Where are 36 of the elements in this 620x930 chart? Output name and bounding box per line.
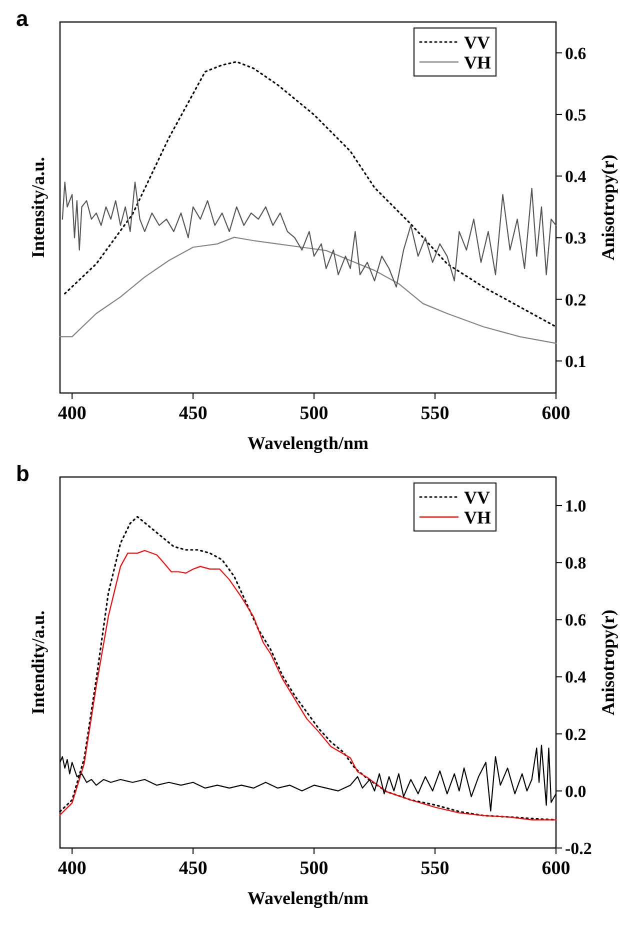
y2-tick-label: 1.0 bbox=[565, 496, 586, 516]
x-tick-label: 500 bbox=[300, 403, 328, 424]
y-axis-title: Intensity/a.u. bbox=[28, 156, 48, 258]
x-tick-label: 600 bbox=[542, 858, 570, 879]
x-tick-label: 600 bbox=[542, 403, 570, 424]
y2-tick-label: 0.4 bbox=[565, 668, 587, 687]
x-tick-label: 400 bbox=[58, 858, 86, 879]
y2-tick-label: 0.6 bbox=[565, 44, 586, 63]
x-axis-title: Wavelength/nm bbox=[247, 888, 369, 908]
y2-tick-label: 0.3 bbox=[565, 228, 586, 248]
y2-tick-label: 0.8 bbox=[565, 554, 586, 573]
y2-tick-label: -0.2 bbox=[565, 838, 592, 858]
y2-tick-label: 0.1 bbox=[565, 352, 586, 371]
legend-label: VV bbox=[464, 32, 490, 52]
y2-tick-label: 0.6 bbox=[565, 610, 586, 630]
x-axis-title: Wavelength/nm bbox=[247, 433, 369, 453]
x-tick-label: 550 bbox=[420, 403, 450, 424]
y-axis-title: Intendity/a.u. bbox=[28, 610, 48, 715]
chart-title: b bbox=[16, 461, 30, 486]
y2-tick-label: 0.0 bbox=[565, 782, 586, 801]
line-series bbox=[62, 182, 557, 288]
legend-label: VH bbox=[464, 507, 491, 528]
y2-tick-label: 0.5 bbox=[565, 105, 586, 124]
legend-label: VH bbox=[464, 52, 491, 72]
x-tick-label: 500 bbox=[300, 858, 328, 879]
y2-axis-title: Anisotropy(r) bbox=[598, 610, 618, 716]
x-tick-label: 450 bbox=[178, 858, 208, 879]
legend-label: VV bbox=[464, 487, 490, 508]
chart-title: a bbox=[16, 6, 29, 31]
y2-axis-title: Anisotropy(r) bbox=[598, 154, 618, 260]
y2-tick-label: 0.2 bbox=[565, 290, 586, 310]
x-tick-label: 550 bbox=[420, 858, 450, 879]
x-tick-label: 400 bbox=[58, 403, 86, 424]
y2-tick-label: 0.2 bbox=[565, 724, 586, 744]
x-tick-label: 450 bbox=[178, 403, 208, 424]
y2-tick-label: 0.4 bbox=[565, 167, 587, 186]
